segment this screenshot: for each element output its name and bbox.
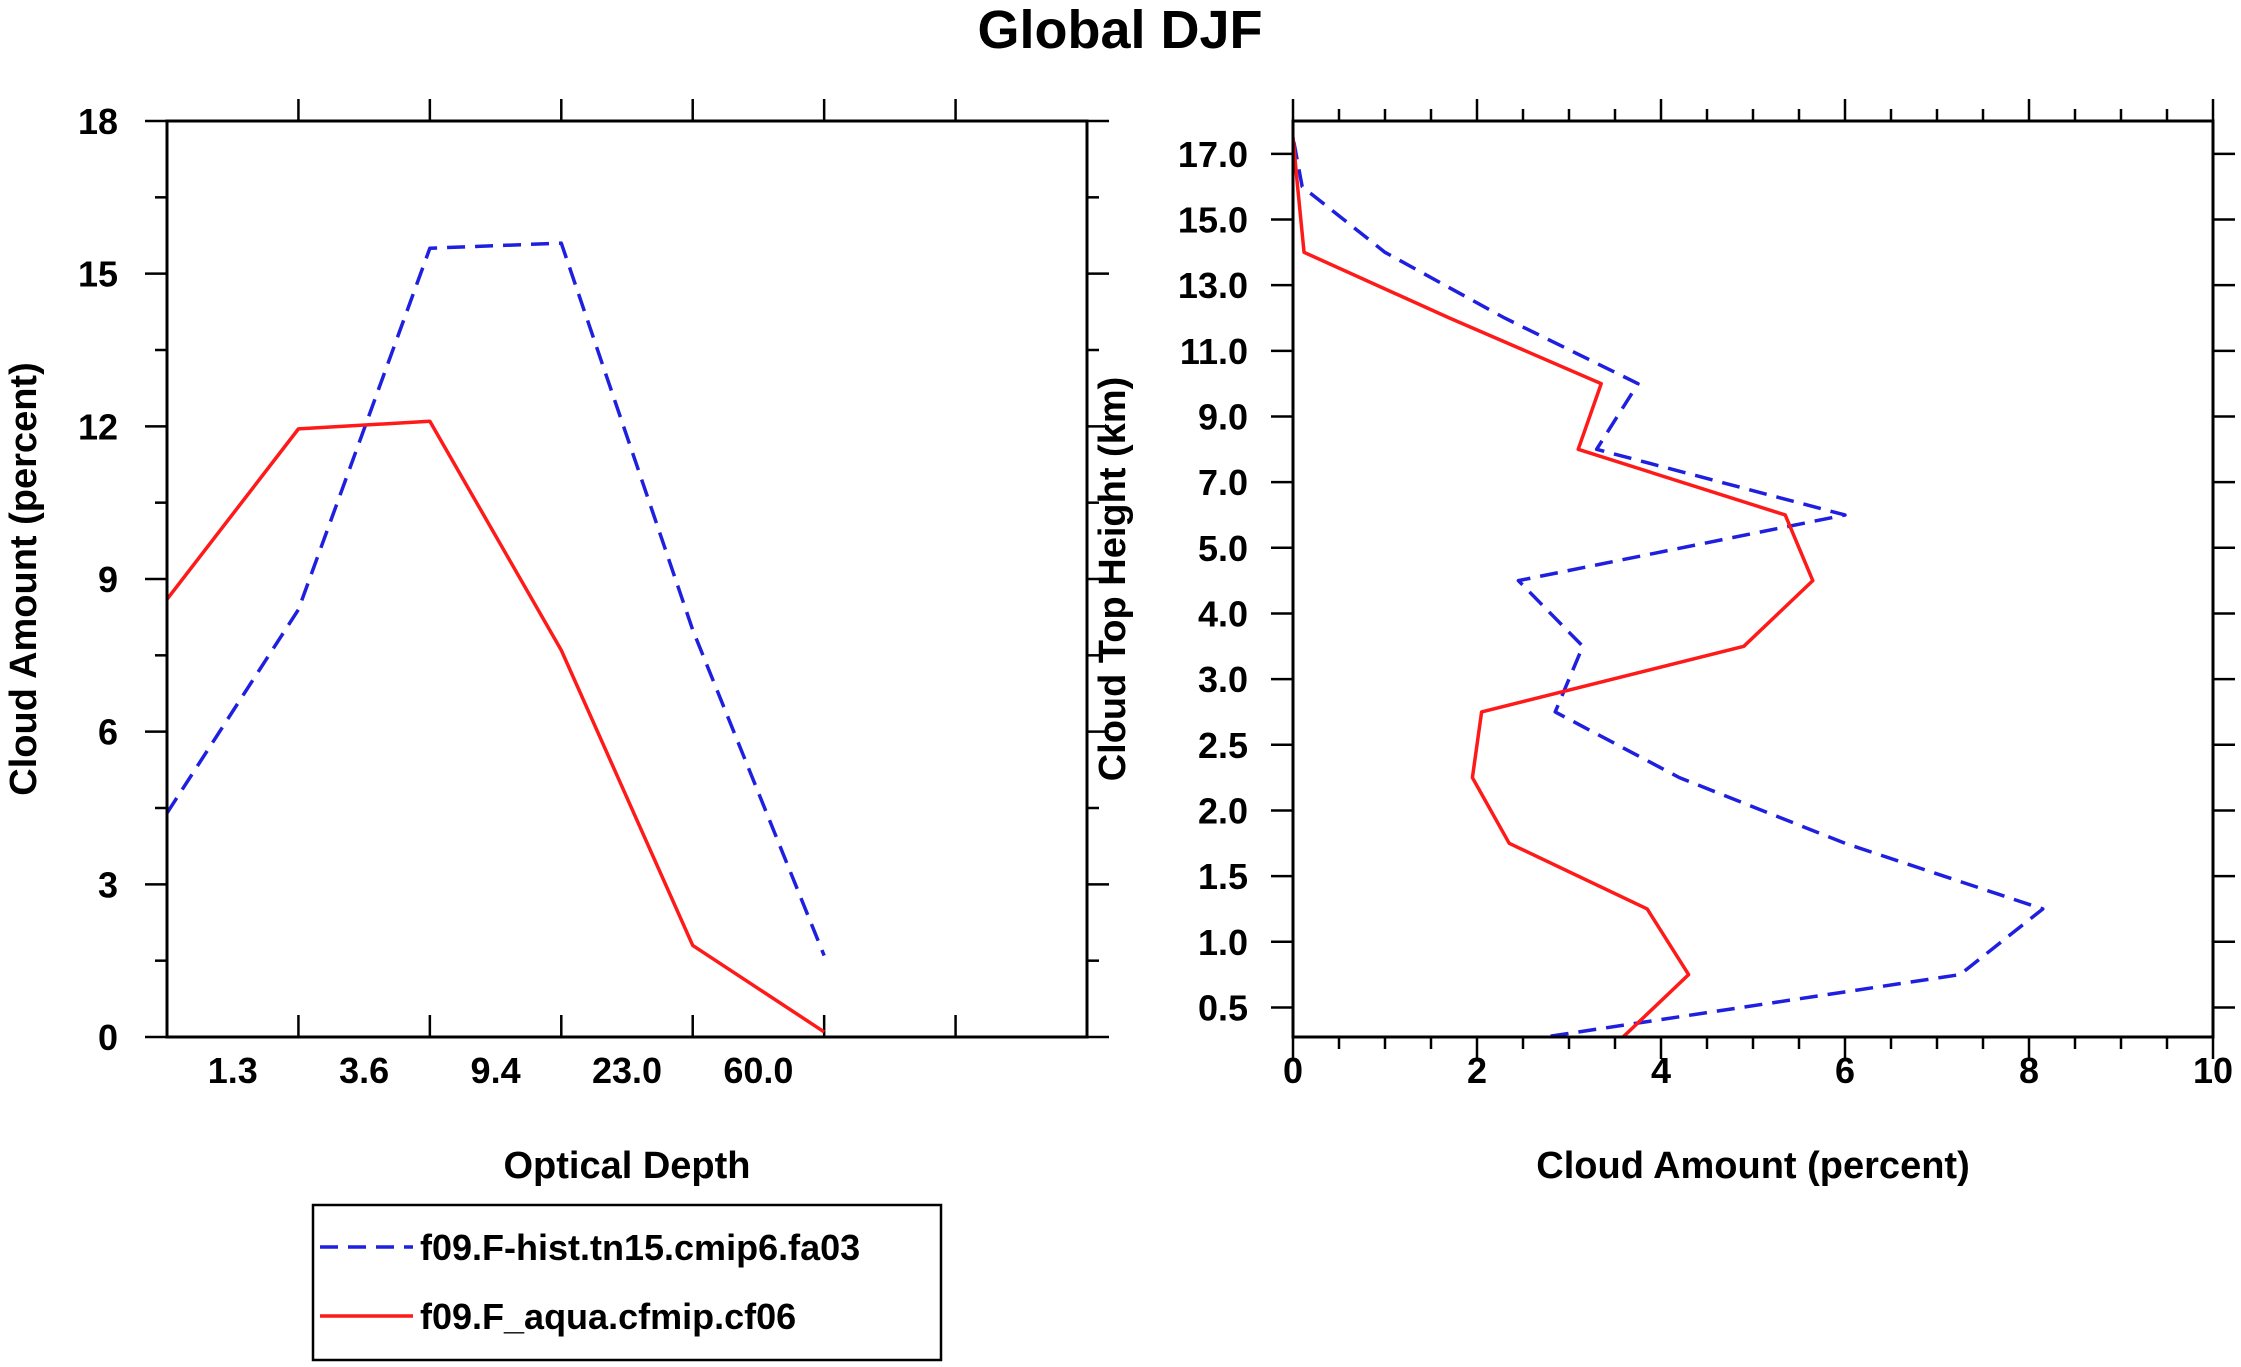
right-y-tick-label: 9.0	[1198, 396, 1248, 437]
right-x-tick-label: 8	[2019, 1050, 2039, 1091]
left-chart: 1.3 3.6 9.4 23.0 60.0 0 3 6 9 12 15 18 Optical Dept…	[3, 99, 1109, 1187]
left-y-tick-label: 3	[98, 864, 118, 905]
left-chart-tick-labels: 1.3 3.6 9.4 23.0 60.0 0 3 6 9 12 15 18	[78, 101, 794, 1091]
left-chart-series	[165, 241, 826, 1034]
right-chart: 0 2 4 6 8 10 0.5 1.0 1.5 2.0 2.5 3.0 4.0 5.0 7.0 9.0 11.…	[1092, 99, 2235, 1187]
left-y-tick-label: 9	[98, 559, 118, 600]
right-x-axis-title: Cloud Amount (percent)	[1536, 1145, 1969, 1187]
right-y-tick-label: 17.0	[1178, 134, 1248, 175]
left-y-tick-label: 6	[98, 712, 118, 753]
legend: f09.F-hist.tn15.cmip6.fa03 f09.F_aqua.cf…	[311, 1203, 943, 1362]
right-x-tick-label: 10	[2193, 1050, 2233, 1091]
left-series-line-1	[165, 241, 826, 957]
left-y-tick-label: 12	[78, 406, 118, 447]
right-y-axis-title: Cloud Top Height (km)	[1092, 377, 1134, 782]
right-y-tick-label: 1.0	[1198, 922, 1248, 963]
left-x-tick-label: 9.4	[471, 1050, 521, 1091]
right-y-tick-label: 2.5	[1198, 725, 1248, 766]
left-series-line-2	[165, 419, 826, 1034]
left-chart-ticks	[145, 99, 1109, 1039]
page-title: Global DJF	[977, 0, 1262, 60]
left-x-tick-label: 3.6	[339, 1050, 389, 1091]
right-x-tick-label: 4	[1651, 1050, 1671, 1091]
right-y-tick-label: 7.0	[1198, 462, 1248, 503]
right-x-tick-label: 6	[1835, 1050, 1855, 1091]
right-y-tick-label: 0.5	[1198, 987, 1248, 1028]
right-x-tick-label: 2	[1467, 1050, 1487, 1091]
right-chart-frame	[1291, 119, 2215, 1039]
left-y-tick-label: 0	[98, 1017, 118, 1058]
left-x-axis-title: Optical Depth	[503, 1145, 750, 1187]
right-chart-tick-labels: 0 2 4 6 8 10 0.5 1.0 1.5 2.0 2.5 3.0 4.0 5.0 7.0 9.0 11.…	[1178, 134, 2233, 1091]
legend-box	[311, 1203, 943, 1362]
right-y-tick-label: 5.0	[1198, 528, 1248, 569]
left-x-tick-label: 1.3	[208, 1050, 258, 1091]
right-y-tick-label: 15.0	[1178, 199, 1248, 240]
left-y-tick-label: 15	[78, 254, 118, 295]
right-y-tick-label: 3.0	[1198, 659, 1248, 700]
left-y-axis-title: Cloud Amount (percent)	[3, 362, 45, 795]
left-x-tick-label: 60.0	[723, 1050, 793, 1091]
right-series-line-2	[1293, 137, 1815, 1037]
right-x-tick-label: 0	[1283, 1050, 1303, 1091]
right-chart-series	[1293, 137, 2045, 1037]
right-y-tick-label: 13.0	[1178, 265, 1248, 306]
right-y-tick-label: 2.0	[1198, 790, 1248, 831]
left-x-tick-label: 23.0	[592, 1050, 662, 1091]
right-y-tick-label: 11.0	[1180, 331, 1248, 372]
legend-label-series-1: f09.F-hist.tn15.cmip6.fa03	[420, 1227, 860, 1268]
right-chart-ticks	[1271, 99, 2235, 1059]
legend-label-series-2: f09.F_aqua.cfmip.cf06	[420, 1296, 796, 1337]
left-y-tick-label: 18	[78, 101, 118, 142]
right-series-line-1	[1293, 137, 2045, 1037]
left-chart-frame	[165, 119, 1089, 1039]
right-y-tick-label: 1.5	[1198, 856, 1248, 897]
right-y-tick-label: 4.0	[1198, 593, 1248, 634]
